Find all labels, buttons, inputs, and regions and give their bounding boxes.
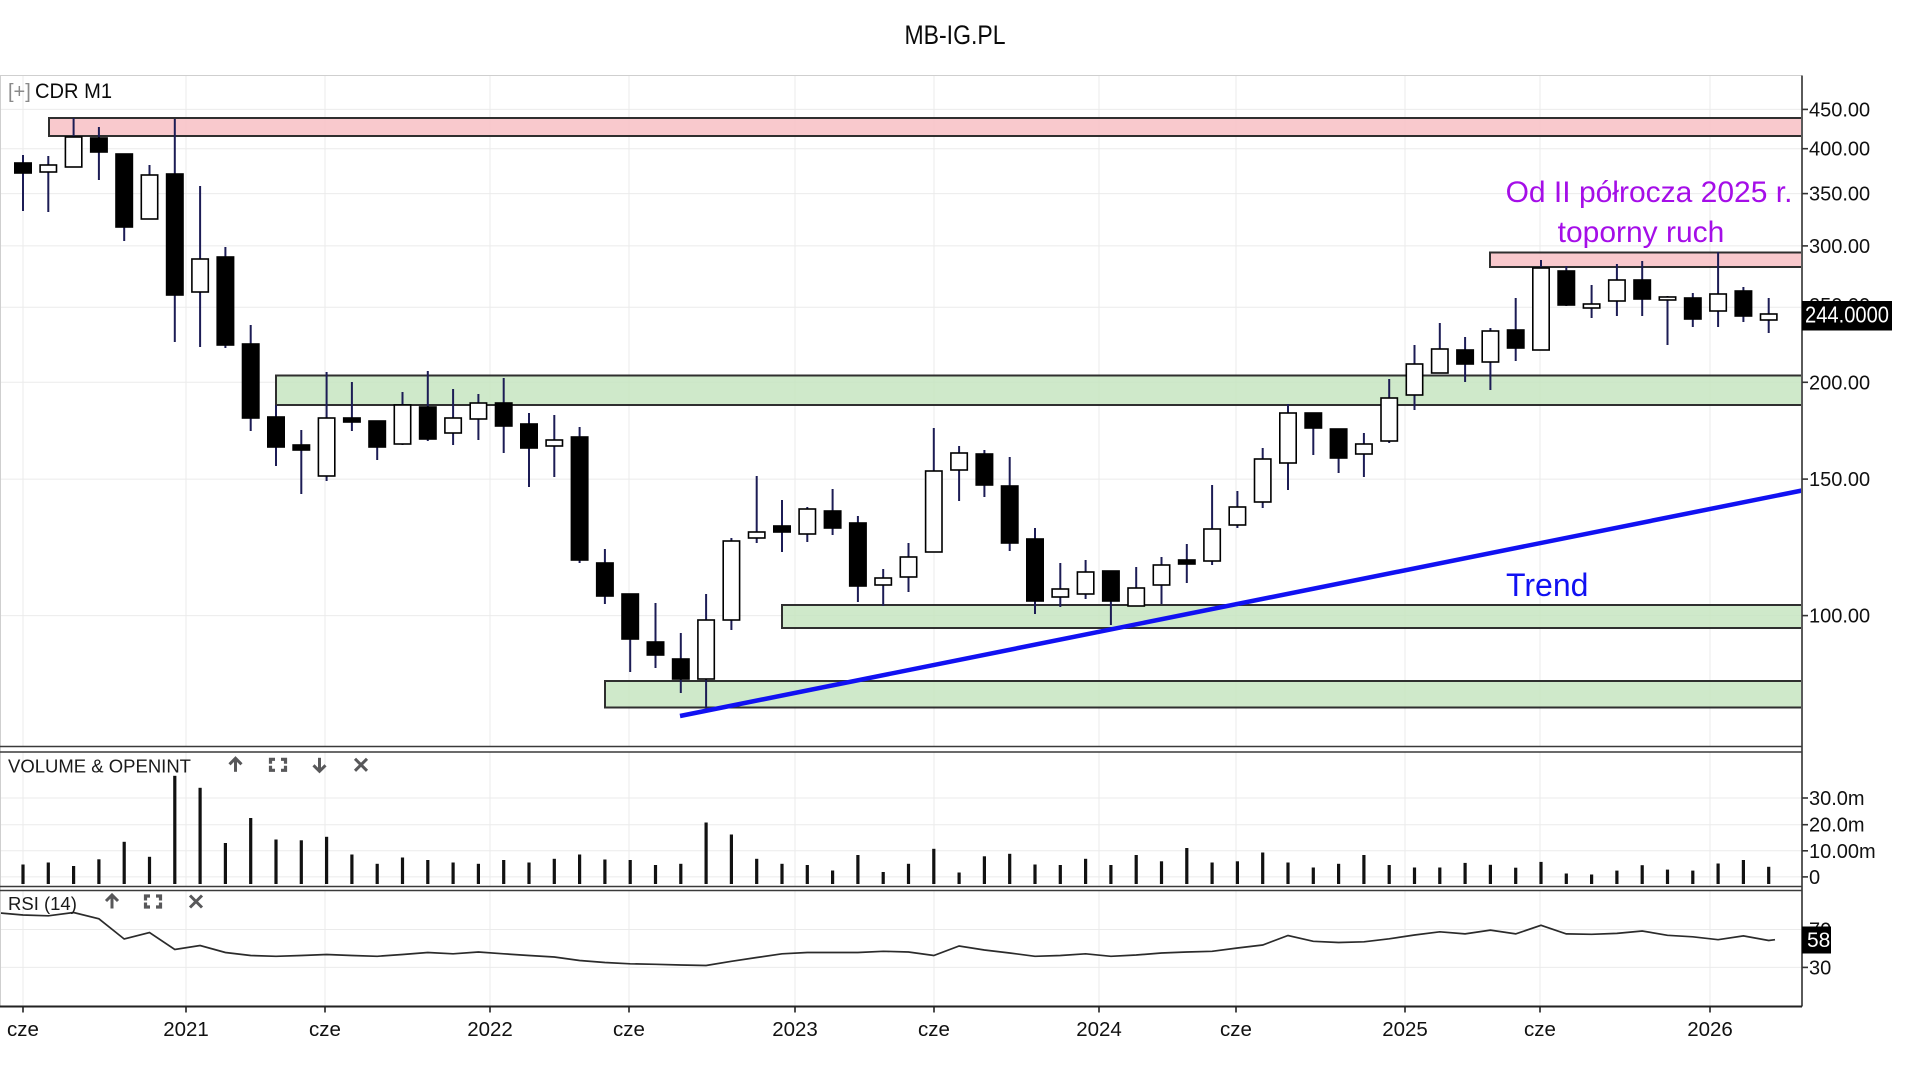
svg-text:MB-IG.PL: MB-IG.PL bbox=[905, 20, 1006, 50]
svg-text:244.0000: 244.0000 bbox=[1805, 302, 1889, 328]
svg-text:2025: 2025 bbox=[1382, 1018, 1428, 1041]
svg-text:cze: cze bbox=[309, 1018, 341, 1041]
svg-text:cze: cze bbox=[1524, 1018, 1556, 1041]
svg-text:[+]: [+] bbox=[8, 81, 31, 103]
svg-text:Trend: Trend bbox=[1506, 567, 1588, 603]
svg-text:cze: cze bbox=[1220, 1018, 1252, 1041]
svg-text:20.0m: 20.0m bbox=[1809, 815, 1865, 837]
svg-text:58: 58 bbox=[1807, 929, 1830, 952]
svg-text:2026: 2026 bbox=[1687, 1018, 1733, 1041]
svg-text:100.00: 100.00 bbox=[1809, 606, 1870, 628]
svg-text:10.00m: 10.00m bbox=[1809, 841, 1876, 863]
svg-text:cze: cze bbox=[7, 1018, 39, 1041]
svg-text:2024: 2024 bbox=[1076, 1018, 1122, 1041]
svg-text:400.00: 400.00 bbox=[1809, 139, 1870, 161]
svg-text:30.0m: 30.0m bbox=[1809, 788, 1865, 810]
svg-text:Od II półrocza 2025 r.: Od II półrocza 2025 r. bbox=[1506, 176, 1793, 209]
svg-text:0: 0 bbox=[1809, 867, 1820, 889]
svg-text:450.00: 450.00 bbox=[1809, 99, 1870, 121]
svg-text:RSI (14): RSI (14) bbox=[8, 893, 77, 914]
svg-text:300.00: 300.00 bbox=[1809, 236, 1870, 258]
svg-text:2023: 2023 bbox=[772, 1018, 818, 1041]
svg-text:toporny ruch: toporny ruch bbox=[1558, 216, 1725, 249]
svg-text:350.00: 350.00 bbox=[1809, 184, 1870, 206]
svg-text:CDR M1: CDR M1 bbox=[35, 80, 112, 103]
svg-text:2021: 2021 bbox=[163, 1018, 209, 1041]
svg-text:150.00: 150.00 bbox=[1809, 469, 1870, 491]
svg-text:200.00: 200.00 bbox=[1809, 372, 1870, 394]
svg-text:cze: cze bbox=[613, 1018, 645, 1041]
svg-text:VOLUME & OPENINT: VOLUME & OPENINT bbox=[8, 756, 191, 777]
svg-text:2022: 2022 bbox=[467, 1018, 513, 1041]
svg-text:cze: cze bbox=[918, 1018, 950, 1041]
svg-text:30: 30 bbox=[1809, 957, 1831, 979]
